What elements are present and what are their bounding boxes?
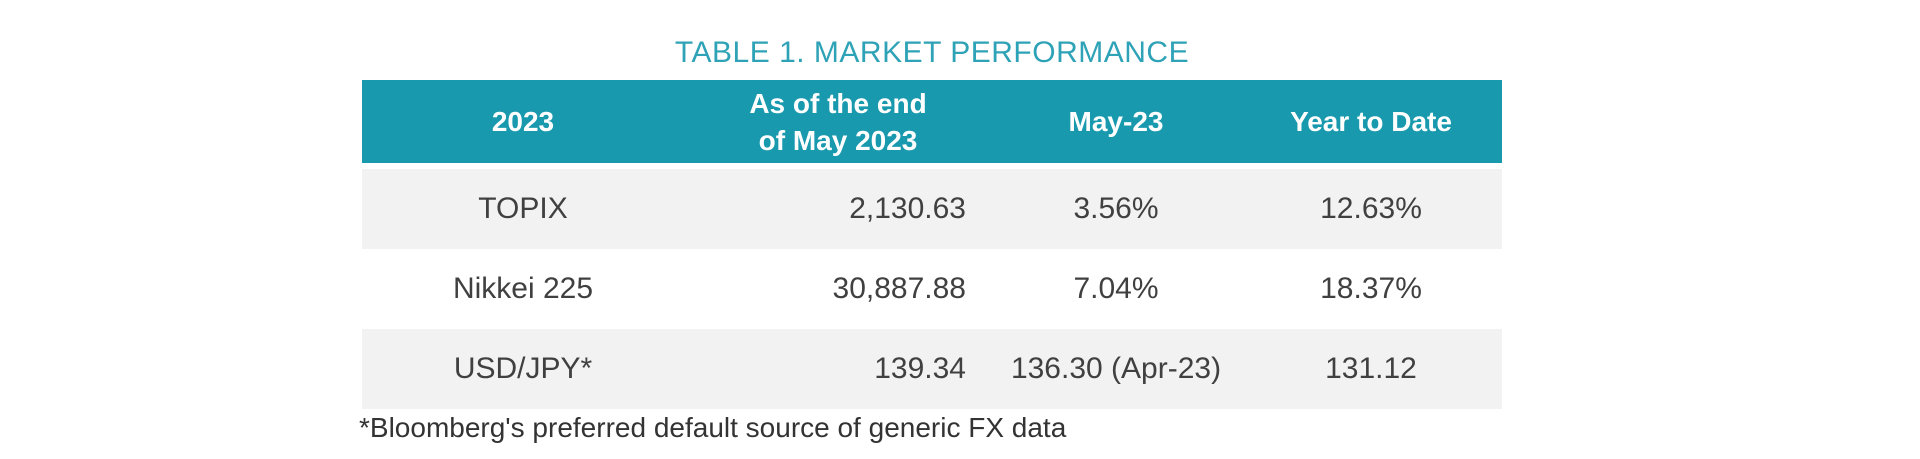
value-cell-end-of-may: 30,887.88 [684, 249, 992, 329]
value-cell-may-23: 7.04% [992, 249, 1240, 329]
row-label-cell: Nikkei 225 [362, 249, 684, 329]
header-cell-may-23: May-23 [992, 80, 1240, 169]
value-cell-end-of-may: 2,130.63 [684, 166, 992, 249]
value-cell-end-of-may: 139.34 [684, 329, 992, 409]
table-row: USD/JPY* 139.34 136.30 (Apr-23) 131.12 [362, 329, 1502, 409]
table-row: TOPIX 2,130.63 3.56% 12.63% [362, 166, 1502, 249]
table-row: Nikkei 225 30,887.88 7.04% 18.37% [362, 249, 1502, 329]
table-header-row: 2023 As of the end of May 2023 May-23 Ye… [362, 80, 1502, 169]
value-cell-year-to-date: 18.37% [1240, 249, 1502, 329]
row-label-cell: TOPIX [362, 166, 684, 249]
value-cell-may-23: 136.30 (Apr-23) [992, 329, 1240, 409]
footnote: *Bloomberg's preferred default source of… [359, 412, 1067, 443]
header-cell-as-of-end-of-may: As of the end of May 2023 [684, 80, 992, 169]
row-label-cell: USD/JPY* [362, 329, 684, 409]
market-performance-table: 2023 As of the end of May 2023 May-23 Ye… [362, 80, 1502, 409]
value-cell-year-to-date: 12.63% [1240, 166, 1502, 249]
value-cell-may-23: 3.56% [992, 166, 1240, 249]
header-cell-2023: 2023 [362, 80, 684, 169]
header-cell-year-to-date: Year to Date [1240, 80, 1502, 169]
value-cell-year-to-date: 131.12 [1240, 329, 1502, 409]
page-title: TABLE 1. MARKET PERFORMANCE [674, 36, 1190, 69]
